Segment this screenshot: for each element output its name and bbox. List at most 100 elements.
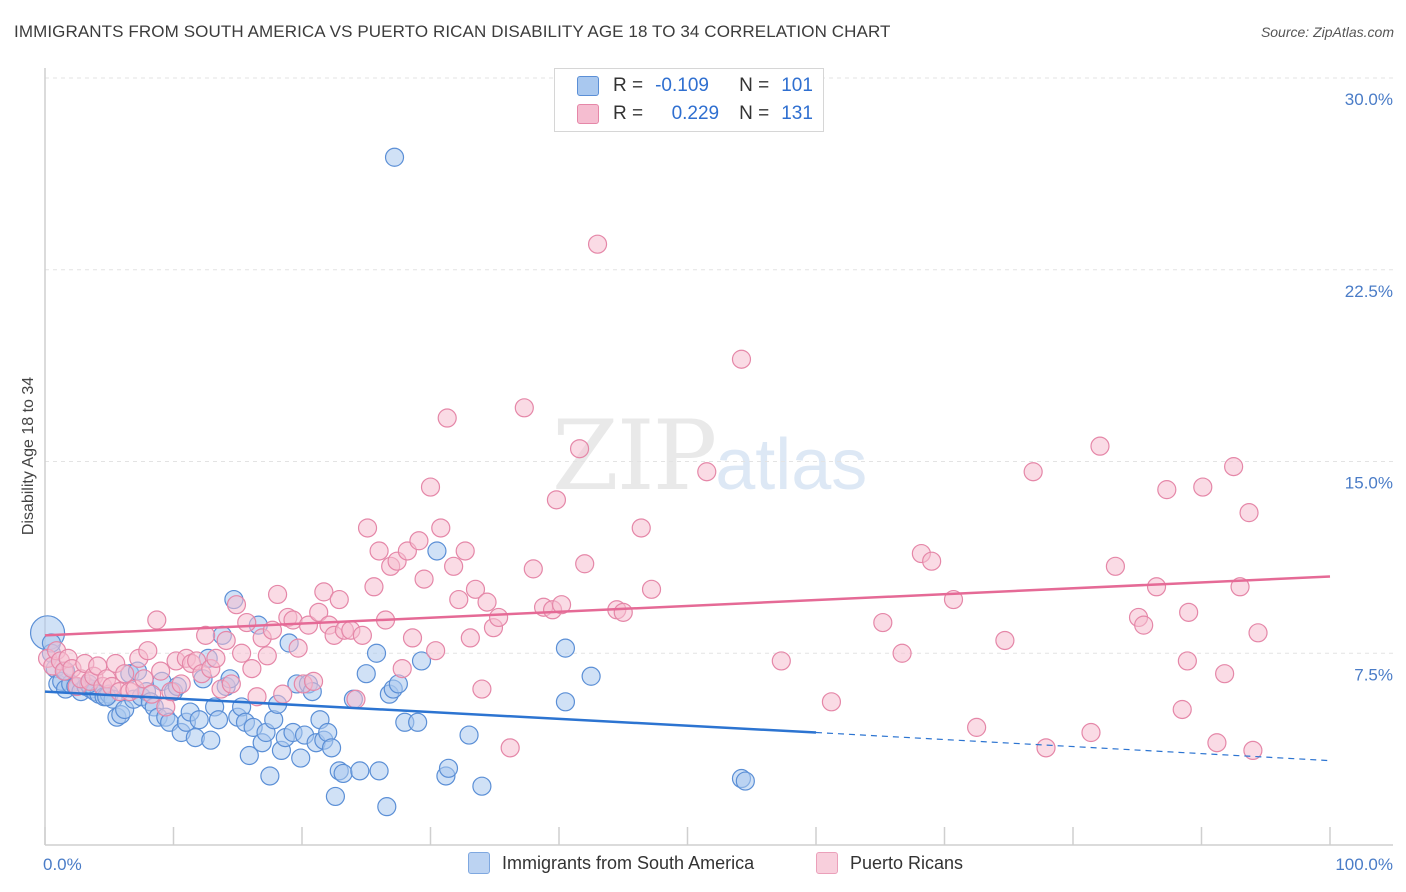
point-puerto-ricans [551, 595, 572, 615]
legend-swatch-pink [577, 104, 599, 124]
point-immigrants [291, 748, 311, 768]
point-immigrants [189, 710, 209, 730]
point-puerto-ricans [1224, 457, 1244, 477]
point-puerto-ricans [1179, 602, 1199, 622]
point-puerto-ricans [1023, 462, 1043, 482]
point-puerto-ricans [303, 671, 324, 691]
point-puerto-ricans [967, 717, 987, 737]
point-puerto-ricans [489, 607, 509, 628]
point-puerto-ricans [267, 584, 288, 605]
point-puerto-ricans [392, 658, 412, 679]
legend-r-value: 0.229 [671, 103, 720, 124]
y-tick-label: 7.5% [1354, 665, 1393, 684]
point-puerto-ricans [309, 602, 329, 622]
point-immigrants [427, 541, 447, 561]
point-puerto-ricans [587, 234, 608, 254]
axes [44, 68, 1393, 846]
point-immigrants [350, 761, 370, 781]
series-legend: Immigrants from South America Puerto Ric… [0, 852, 1406, 878]
trend-lines [44, 575, 1331, 762]
legend-item-immigrants[interactable]: Immigrants from South America [468, 852, 754, 874]
point-puerto-ricans [444, 556, 464, 576]
point-puerto-ricans [420, 477, 441, 497]
point-puerto-ricans [613, 602, 633, 622]
point-puerto-ricans [115, 664, 135, 684]
y-tick-label: 30.0% [1345, 90, 1393, 109]
point-puerto-ricans [1243, 740, 1263, 761]
point-puerto-ricans [364, 577, 384, 597]
point-puerto-ricans [1134, 615, 1154, 635]
point-puerto-ricans [242, 658, 262, 679]
point-puerto-ricans [346, 689, 366, 709]
point-puerto-ricans [226, 595, 247, 615]
point-puerto-ricans [409, 531, 429, 551]
point-immigrants [411, 651, 432, 671]
point-puerto-ricans [477, 592, 497, 612]
point-puerto-ricans [449, 589, 469, 610]
legend-n-label: N = [739, 103, 770, 124]
point-puerto-ricans [171, 674, 191, 694]
point-puerto-ricans [1239, 503, 1259, 523]
point-puerto-ricans [460, 628, 480, 648]
point-puerto-ricans [414, 569, 434, 589]
point-puerto-ricans [697, 462, 717, 482]
point-immigrants [384, 147, 405, 167]
legend-n-label: N = [739, 75, 770, 96]
point-immigrants [377, 797, 397, 817]
point-immigrants [325, 786, 346, 807]
legend-n-value: 131 [781, 103, 813, 124]
point-puerto-ricans [1081, 722, 1101, 743]
point-puerto-ricans [546, 490, 567, 510]
point-puerto-ricans [352, 625, 372, 645]
legend-item-puerto-ricans[interactable]: Puerto Ricans [816, 852, 963, 874]
point-immigrants [208, 710, 229, 730]
trend-line-immigrants [44, 690, 817, 734]
legend-n-value: 101 [781, 75, 813, 96]
point-puerto-ricans [369, 541, 389, 561]
point-puerto-ricans [455, 541, 475, 561]
point-puerto-ricans [1230, 577, 1250, 597]
point-puerto-ricans [569, 439, 590, 459]
point-immigrants [408, 712, 428, 732]
trend-line-puerto-ricans [44, 575, 1331, 637]
point-immigrants [438, 758, 459, 778]
legend-row-immigrants: R = -0.109 N = 101 [577, 74, 813, 98]
point-puerto-ricans [138, 641, 158, 661]
point-puerto-ricans [437, 408, 457, 428]
point-puerto-ricans [771, 651, 791, 671]
point-puerto-ricans [232, 643, 252, 663]
point-puerto-ricans [357, 518, 378, 538]
legend-r-label: R = [613, 103, 644, 124]
y-tick-label: 15.0% [1345, 474, 1393, 493]
point-puerto-ricans [631, 518, 651, 538]
point-puerto-ricans [142, 684, 162, 704]
point-puerto-ricans [247, 687, 267, 707]
x-tick-label: 0.0% [43, 855, 82, 874]
legend-label-immigrants: Immigrants from South America [502, 852, 755, 873]
trend-line-immigrants-extension [815, 731, 1331, 762]
legend-swatch-blue [468, 852, 490, 874]
point-puerto-ricans [1215, 664, 1235, 684]
point-puerto-ricans [257, 646, 277, 666]
axis-labels: 7.5% 15.0% 22.5% 30.0% 0.0% 100.0% Disability … [20, 90, 1393, 874]
x-tick-label: 100.0% [1335, 855, 1393, 874]
y-tick-label: 22.5% [1345, 282, 1393, 301]
point-puerto-ricans [426, 641, 446, 661]
point-immigrants [735, 771, 755, 791]
legend-r-value: -0.109 [655, 75, 709, 96]
point-immigrants [555, 692, 576, 712]
point-puerto-ricans [221, 674, 241, 694]
point-puerto-ricans [147, 610, 167, 630]
point-immigrants [333, 763, 353, 784]
point-puerto-ricans [134, 669, 154, 689]
series-puerto-ricans-points [37, 234, 1268, 761]
y-axis-label: Disability Age 18 to 34 [20, 377, 37, 535]
point-immigrants [260, 766, 280, 786]
point-immigrants [459, 725, 479, 745]
point-puerto-ricans [1157, 480, 1177, 500]
point-puerto-ricans [216, 630, 236, 651]
point-puerto-ricans [196, 625, 216, 645]
point-puerto-ricans [1105, 556, 1126, 576]
chart-title: IMMIGRANTS FROM SOUTH AMERICA VS PUERTO … [14, 22, 891, 41]
